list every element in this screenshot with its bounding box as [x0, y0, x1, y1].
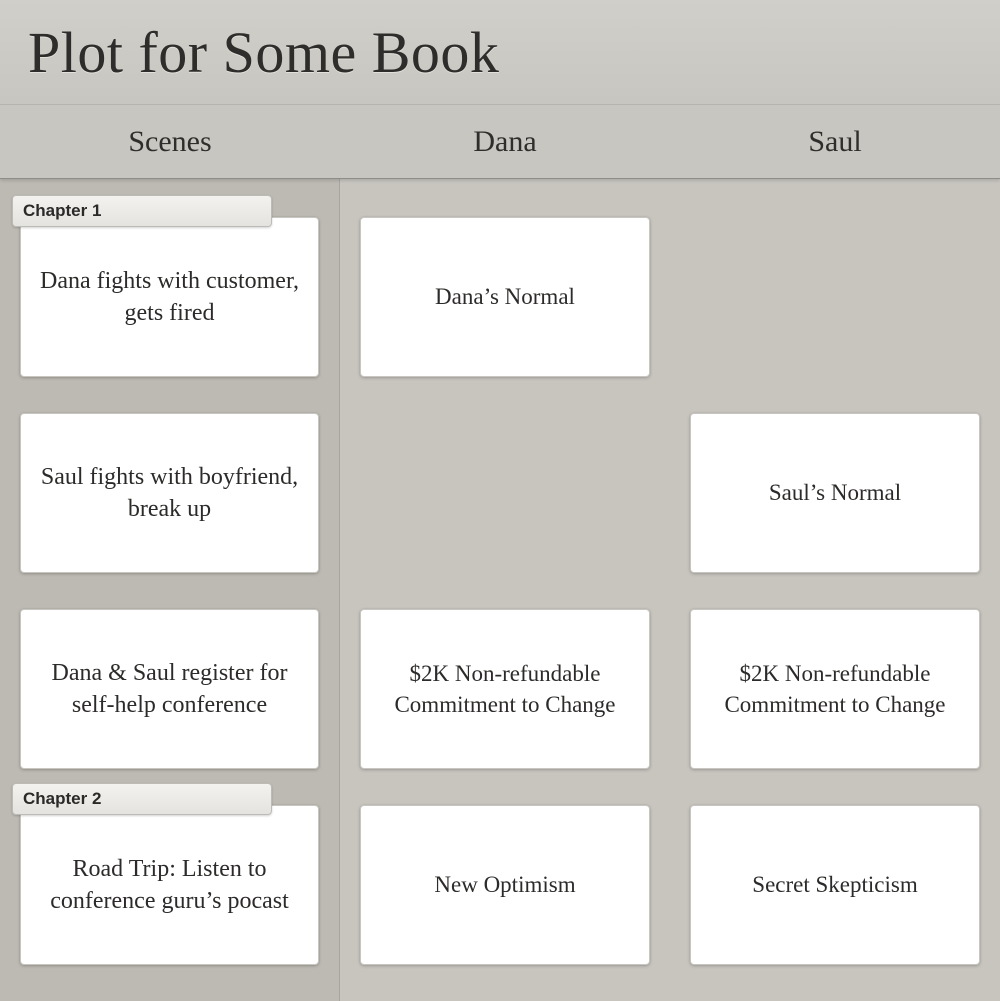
- scene-slot: Chapter 1 Dana fights with customer, get…: [20, 199, 319, 395]
- dana-card[interactable]: New Optimism: [360, 805, 650, 965]
- plot-board: Chapter 1 Dana fights with customer, get…: [0, 179, 1000, 1001]
- track-slot: Saul’s Normal: [690, 395, 980, 591]
- scene-card[interactable]: Saul fights with boyfriend, break up: [20, 413, 319, 573]
- scene-slot: Saul fights with boyfriend, break up: [20, 395, 319, 591]
- scene-slot: Chapter 2 Road Trip: Listen to conferenc…: [20, 787, 319, 983]
- chapter-tab[interactable]: Chapter 1: [12, 195, 272, 227]
- saul-card[interactable]: $2K Non-refundable Commitment to Change: [690, 609, 980, 769]
- track-slot: Dana’s Normal: [360, 199, 650, 395]
- dana-card[interactable]: Dana’s Normal: [360, 217, 650, 377]
- scene-card[interactable]: Road Trip: Listen to conference guru’s p…: [20, 805, 319, 965]
- saul-card[interactable]: Secret Skepticism: [690, 805, 980, 965]
- lane-dana: Dana’s Normal $2K Non-refundable Commitm…: [340, 179, 670, 1001]
- track-slot: $2K Non-refundable Commitment to Change: [360, 591, 650, 787]
- track-slot: $2K Non-refundable Commitment to Change: [690, 591, 980, 787]
- dana-card[interactable]: $2K Non-refundable Commitment to Change: [360, 609, 650, 769]
- chapter-tab[interactable]: Chapter 2: [12, 783, 272, 815]
- scene-card[interactable]: Dana & Saul register for self-help confe…: [20, 609, 319, 769]
- column-header-saul[interactable]: Saul: [670, 105, 1000, 178]
- column-header-dana[interactable]: Dana: [340, 105, 670, 178]
- page-title: Plot for Some Book: [28, 19, 499, 86]
- column-header-scenes[interactable]: Scenes: [0, 105, 340, 178]
- scene-slot: Dana & Saul register for self-help confe…: [20, 591, 319, 787]
- track-slot: Secret Skepticism: [690, 787, 980, 983]
- lane-saul: Saul’s Normal $2K Non-refundable Commitm…: [670, 179, 1000, 1001]
- saul-card[interactable]: Saul’s Normal: [690, 413, 980, 573]
- titlebar: Plot for Some Book: [0, 0, 1000, 105]
- track-slot-empty: [360, 395, 650, 591]
- track-slot-empty: [690, 199, 980, 395]
- scene-card[interactable]: Dana fights with customer, gets fired: [20, 217, 319, 377]
- lane-scenes: Chapter 1 Dana fights with customer, get…: [0, 179, 340, 1001]
- column-headers: Scenes Dana Saul: [0, 105, 1000, 179]
- track-slot: New Optimism: [360, 787, 650, 983]
